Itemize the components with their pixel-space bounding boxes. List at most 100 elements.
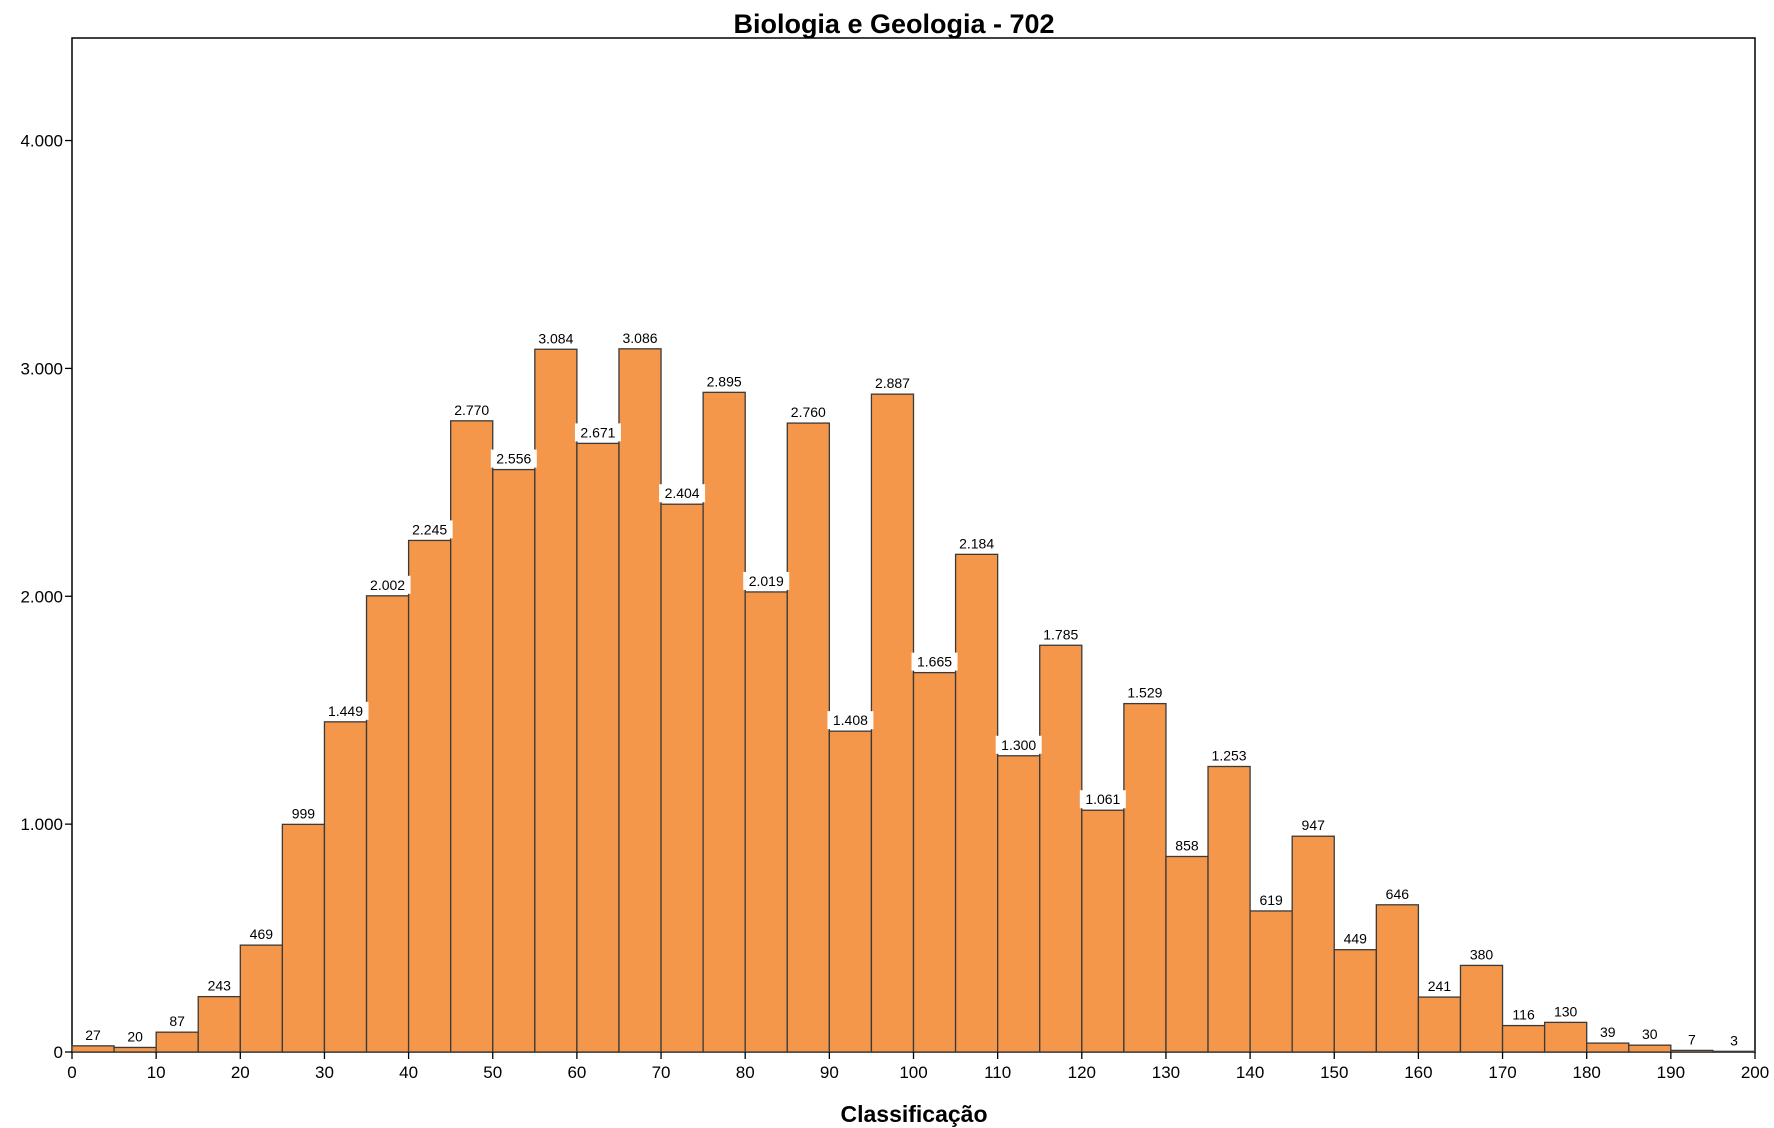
- data-label-background: [1297, 816, 1329, 835]
- data-label: 2.404: [665, 485, 700, 501]
- histogram-bar: [1628, 1044, 1672, 1053]
- x-tick-label: 130: [1152, 1063, 1180, 1082]
- data-label-background: [322, 701, 369, 720]
- histogram-bar: [828, 730, 873, 1053]
- data-label: 2.019: [749, 573, 784, 589]
- data-label: 947: [1302, 817, 1326, 833]
- data-label: 20: [127, 1028, 143, 1044]
- data-label-background: [1381, 884, 1413, 903]
- data-label: 1.665: [917, 654, 952, 670]
- data-label: 243: [208, 978, 232, 994]
- data-label: 87: [169, 1013, 185, 1029]
- data-label: 1.408: [833, 712, 868, 728]
- data-label-background: [203, 976, 235, 995]
- data-label: 380: [1470, 946, 1494, 962]
- data-label: 1.300: [1001, 737, 1036, 753]
- data-label: 619: [1259, 892, 1283, 908]
- data-label: 2.887: [875, 375, 910, 391]
- x-tick-label: 0: [67, 1063, 76, 1082]
- histogram-bar: [954, 553, 999, 1053]
- x-axis-label: Classificação: [840, 1101, 987, 1127]
- data-label-background: [869, 374, 916, 393]
- histogram-bar: [1333, 949, 1377, 1053]
- data-label-background: [995, 735, 1042, 754]
- histogram-bar: [618, 348, 662, 1053]
- data-label-background: [1255, 890, 1287, 909]
- data-label: 646: [1386, 886, 1410, 902]
- data-label-background: [448, 400, 495, 419]
- data-label-background: [911, 652, 958, 671]
- histogram-bar: [786, 422, 831, 1053]
- histogram-bar: [1081, 809, 1125, 1053]
- histogram-bar: [1459, 964, 1504, 1053]
- data-label-background: [1726, 1031, 1742, 1050]
- histogram-bar: [197, 995, 241, 1053]
- histogram-bar: [71, 1045, 115, 1053]
- data-label-background: [1339, 929, 1371, 948]
- data-label: 116: [1512, 1007, 1535, 1023]
- histogram-bar: [1586, 1042, 1630, 1053]
- data-label: 2.002: [370, 577, 405, 593]
- histogram-bar: [1123, 702, 1167, 1053]
- x-tick-label: 40: [399, 1063, 418, 1082]
- data-label: 2.770: [454, 402, 489, 418]
- data-label-background: [1079, 790, 1126, 809]
- x-tick-label: 120: [1068, 1063, 1096, 1082]
- data-label-background: [288, 804, 319, 823]
- histogram-bar: [1291, 835, 1335, 1053]
- x-tick-label: 160: [1404, 1063, 1432, 1082]
- x-tick-label: 90: [820, 1063, 839, 1082]
- histogram-bar: [239, 944, 284, 1053]
- x-tick-label: 20: [231, 1063, 250, 1082]
- x-tick-label: 140: [1236, 1063, 1264, 1082]
- histogram-bar: [1165, 855, 1209, 1053]
- bars-layer: [71, 348, 1756, 1053]
- chart-title: Biologia e Geologia - 702: [733, 9, 1054, 39]
- data-label-background: [953, 534, 1000, 553]
- histogram-bar: [323, 721, 368, 1053]
- data-label: 241: [1428, 978, 1452, 994]
- data-label: 7: [1688, 1031, 1696, 1047]
- histogram-bar: [113, 1046, 157, 1053]
- y-tick-label: 2.000: [20, 587, 63, 606]
- data-label: 858: [1175, 837, 1199, 853]
- histogram-bar: [281, 823, 326, 1053]
- data-label: 30: [1642, 1026, 1658, 1042]
- data-label-background: [1121, 683, 1168, 702]
- y-tick-label: 3.000: [20, 359, 63, 378]
- data-label-background: [701, 372, 748, 391]
- data-label-background: [1037, 625, 1084, 644]
- data-label: 39: [1600, 1024, 1616, 1040]
- histogram-bar: [660, 503, 704, 1053]
- data-label-background: [406, 520, 453, 539]
- x-tick-label: 30: [315, 1063, 334, 1082]
- histogram-bar: [744, 591, 788, 1053]
- data-label-background: [123, 1027, 147, 1046]
- data-label-background: [617, 328, 664, 347]
- data-label-background: [532, 329, 579, 348]
- histogram-bar: [407, 539, 452, 1053]
- data-label: 2.245: [412, 521, 447, 537]
- histogram-bar: [365, 595, 410, 1053]
- histogram-bar: [450, 420, 494, 1053]
- data-label: 1.529: [1127, 685, 1162, 701]
- data-label: 27: [85, 1027, 101, 1043]
- x-tick-label: 50: [483, 1063, 502, 1082]
- data-label-background: [743, 571, 790, 590]
- data-label-background: [574, 423, 621, 442]
- histogram-bar: [492, 468, 536, 1053]
- x-tick-label: 190: [1657, 1063, 1685, 1082]
- histogram-bar: [997, 755, 1041, 1053]
- data-label: 1.449: [328, 703, 363, 719]
- data-label: 2.556: [496, 451, 531, 467]
- data-label-background: [1171, 836, 1203, 855]
- histogram-bar: [534, 348, 578, 1053]
- data-label: 130: [1554, 1003, 1578, 1019]
- data-label: 999: [292, 805, 316, 821]
- x-tick-label: 80: [736, 1063, 755, 1082]
- data-label: 2.760: [791, 404, 826, 420]
- y-tick-label: 0: [54, 1043, 63, 1062]
- histogram-bar: [155, 1031, 199, 1053]
- data-label: 3: [1730, 1032, 1738, 1048]
